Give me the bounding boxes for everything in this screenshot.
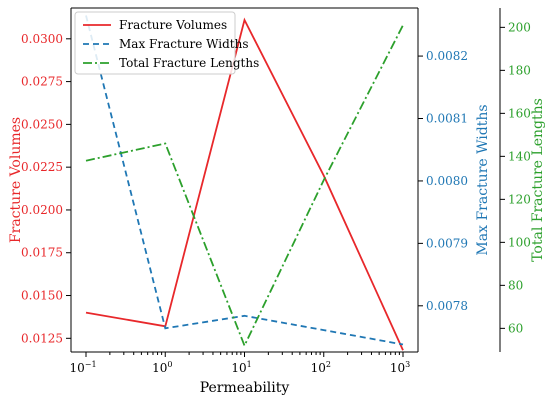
y3-tick-label: 100 bbox=[508, 235, 531, 249]
legend-entry-label: Total Fracture Lengths bbox=[119, 56, 259, 70]
x-tick-label: 10−1 bbox=[69, 360, 96, 375]
y1-axis-label: Fracture Volumes bbox=[8, 117, 24, 243]
x-axis-label: Permeability bbox=[200, 380, 290, 396]
y1-tick-label: 0.0275 bbox=[21, 75, 63, 89]
y2-tick-label: 0.0080 bbox=[426, 174, 468, 188]
y2-tick-label: 0.0078 bbox=[426, 299, 468, 313]
x-tick-label: 102 bbox=[311, 360, 331, 375]
y2-axis-label: Max Fracture Widths bbox=[475, 104, 491, 255]
y2-tick-label: 0.0082 bbox=[426, 49, 468, 63]
series-line bbox=[85, 24, 404, 348]
y1-tick-label: 0.0300 bbox=[21, 32, 63, 46]
legend-box bbox=[74, 11, 236, 75]
y1-tick-label: 0.0250 bbox=[21, 117, 63, 131]
y2-tick-label: 0.0079 bbox=[426, 236, 468, 250]
y3-tick-label: 160 bbox=[508, 106, 531, 120]
series-line bbox=[85, 17, 404, 351]
y1-tick-label: 0.0225 bbox=[21, 160, 63, 174]
y3-tick-label: 180 bbox=[508, 63, 531, 77]
y1-tick-label: 0.0125 bbox=[21, 331, 63, 345]
x-tick-label: 103 bbox=[390, 360, 410, 375]
y1-tick-label: 0.0200 bbox=[21, 203, 63, 217]
x-tick-label: 100 bbox=[152, 360, 172, 375]
series-line bbox=[85, 15, 404, 346]
y3-axis-label: Total Fracture Lengths bbox=[530, 98, 546, 262]
y2-tick-label: 0.0081 bbox=[426, 112, 468, 126]
legend: Fracture Volumes Max Fracture Widths Total… bbox=[74, 11, 259, 75]
legend-entry-label: Max Fracture Widths bbox=[119, 37, 249, 51]
y3-tick-label: 140 bbox=[508, 149, 531, 163]
legend-entry-label: Fracture Volumes bbox=[119, 18, 227, 32]
y3-tick-label: 120 bbox=[508, 192, 531, 206]
y3-tick-label: 60 bbox=[508, 321, 523, 335]
y3-tick-label: 80 bbox=[508, 278, 523, 292]
y1-tick-label: 0.0150 bbox=[21, 289, 63, 303]
x-tick-label: 101 bbox=[231, 360, 251, 375]
y3-tick-label: 200 bbox=[508, 20, 531, 34]
y1-tick-label: 0.0175 bbox=[21, 246, 63, 260]
